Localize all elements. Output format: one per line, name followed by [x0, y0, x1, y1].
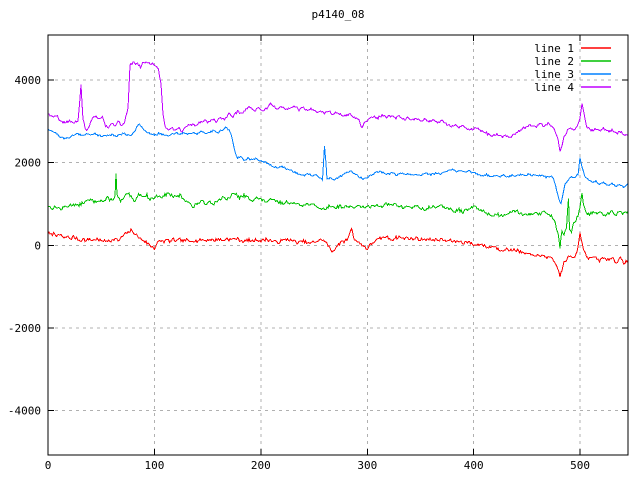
legend-label: line 3 [534, 68, 574, 81]
y-tick-label: -4000 [8, 405, 41, 418]
series-line-4 [47, 61, 629, 152]
legend-label: line 4 [534, 81, 574, 94]
x-tick-label: 0 [45, 459, 52, 472]
y-tick-label: 2000 [15, 157, 42, 170]
series-line-3 [47, 123, 629, 205]
ticks [47, 35, 628, 455]
y-tick-label: -2000 [8, 322, 41, 335]
series-group [47, 61, 629, 278]
chart-title: p4140_08 [312, 8, 365, 21]
legend-entry: line 1 [534, 42, 611, 55]
legend-entry: line 2 [534, 55, 611, 68]
legend-label: line 2 [534, 55, 574, 68]
x-tick-label: 100 [144, 459, 164, 472]
y-tick-label: 0 [34, 239, 41, 252]
x-tick-label: 500 [570, 459, 590, 472]
legend-entry: line 3 [534, 68, 611, 81]
y-tick-label: 4000 [15, 74, 42, 87]
series-line-2 [47, 173, 629, 249]
legend-entry: line 4 [534, 81, 611, 94]
x-tick-label: 400 [464, 459, 484, 472]
series-line-1 [47, 227, 629, 278]
x-tick-label: 200 [251, 459, 271, 472]
legend-label: line 1 [534, 42, 574, 55]
tick-labels: 0 100 200 300 400 500 -4000 -2000 0 2000 4000 [8, 74, 590, 472]
x-tick-label: 300 [357, 459, 377, 472]
